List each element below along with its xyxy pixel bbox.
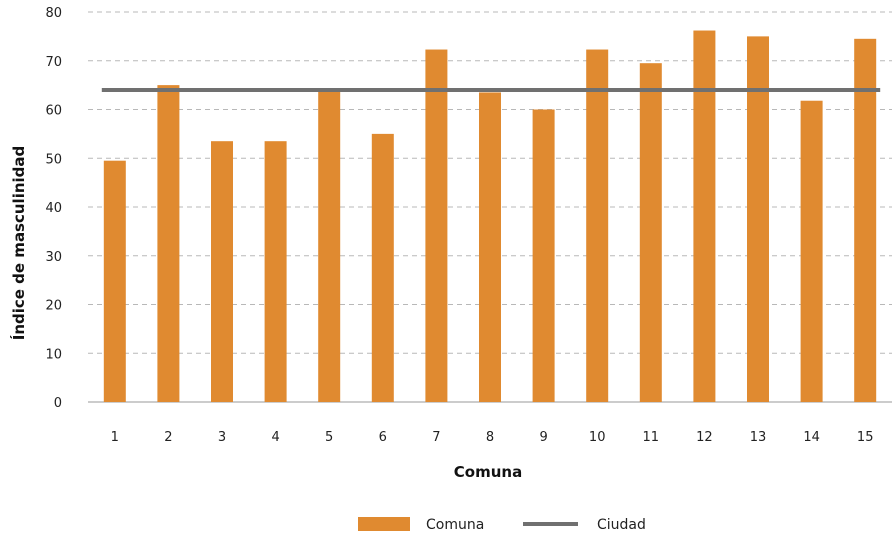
y-tick-label: 20 bbox=[45, 299, 62, 314]
x-tick-label: 6 bbox=[379, 430, 387, 445]
bar-12 bbox=[693, 30, 716, 403]
bar-1 bbox=[103, 160, 126, 402]
bar-10 bbox=[586, 49, 609, 402]
x-tick-label: 4 bbox=[271, 430, 279, 445]
x-tick-label: 3 bbox=[218, 430, 226, 445]
y-tick-label: 0 bbox=[54, 396, 62, 411]
bar-8 bbox=[479, 92, 501, 402]
y-tick-label: 60 bbox=[45, 104, 62, 119]
bar-3 bbox=[211, 141, 233, 402]
x-tick-label: 5 bbox=[325, 430, 333, 445]
x-tick-label: 7 bbox=[432, 430, 440, 445]
x-tick-label: 15 bbox=[857, 430, 874, 445]
bars bbox=[103, 30, 877, 403]
bar-4 bbox=[264, 141, 287, 402]
bar-5 bbox=[318, 90, 341, 402]
y-tick-label: 50 bbox=[45, 152, 62, 167]
y-axis-title: Índice de masculinidad bbox=[9, 146, 28, 341]
x-tick-label: 9 bbox=[539, 430, 547, 445]
bar-15 bbox=[854, 38, 877, 402]
legend-swatch-comuna bbox=[358, 517, 410, 531]
y-axis-ticks: 0 10 20 30 40 50 60 70 80 bbox=[45, 6, 62, 411]
legend-label-ciudad: Ciudad bbox=[597, 517, 646, 533]
x-tick-label: 11 bbox=[643, 430, 660, 445]
bar-6 bbox=[371, 133, 394, 402]
bar-9 bbox=[532, 109, 555, 402]
bar-2 bbox=[157, 85, 180, 402]
bar-7 bbox=[425, 49, 448, 402]
y-tick-label: 80 bbox=[45, 6, 62, 21]
x-tick-label: 14 bbox=[803, 430, 820, 445]
x-tick-label: 10 bbox=[589, 430, 606, 445]
x-axis-ticks: 1 2 3 4 5 6 7 8 9 10 11 12 13 14 15 bbox=[111, 430, 874, 445]
bar-14 bbox=[800, 100, 823, 402]
legend: Comuna Ciudad bbox=[358, 517, 646, 533]
y-tick-label: 70 bbox=[45, 55, 62, 70]
x-tick-label: 1 bbox=[111, 430, 119, 445]
x-tick-label: 2 bbox=[164, 430, 172, 445]
y-tick-label: 30 bbox=[45, 250, 62, 265]
x-tick-label: 8 bbox=[486, 430, 494, 445]
y-tick-label: 40 bbox=[45, 201, 62, 216]
x-tick-label: 13 bbox=[750, 430, 767, 445]
x-axis-title: Comuna bbox=[454, 463, 522, 481]
x-tick-label: 12 bbox=[696, 430, 713, 445]
bar-13 bbox=[747, 36, 769, 402]
bar-11 bbox=[639, 63, 662, 402]
y-tick-label: 10 bbox=[45, 347, 62, 362]
legend-label-comuna: Comuna bbox=[426, 517, 484, 533]
